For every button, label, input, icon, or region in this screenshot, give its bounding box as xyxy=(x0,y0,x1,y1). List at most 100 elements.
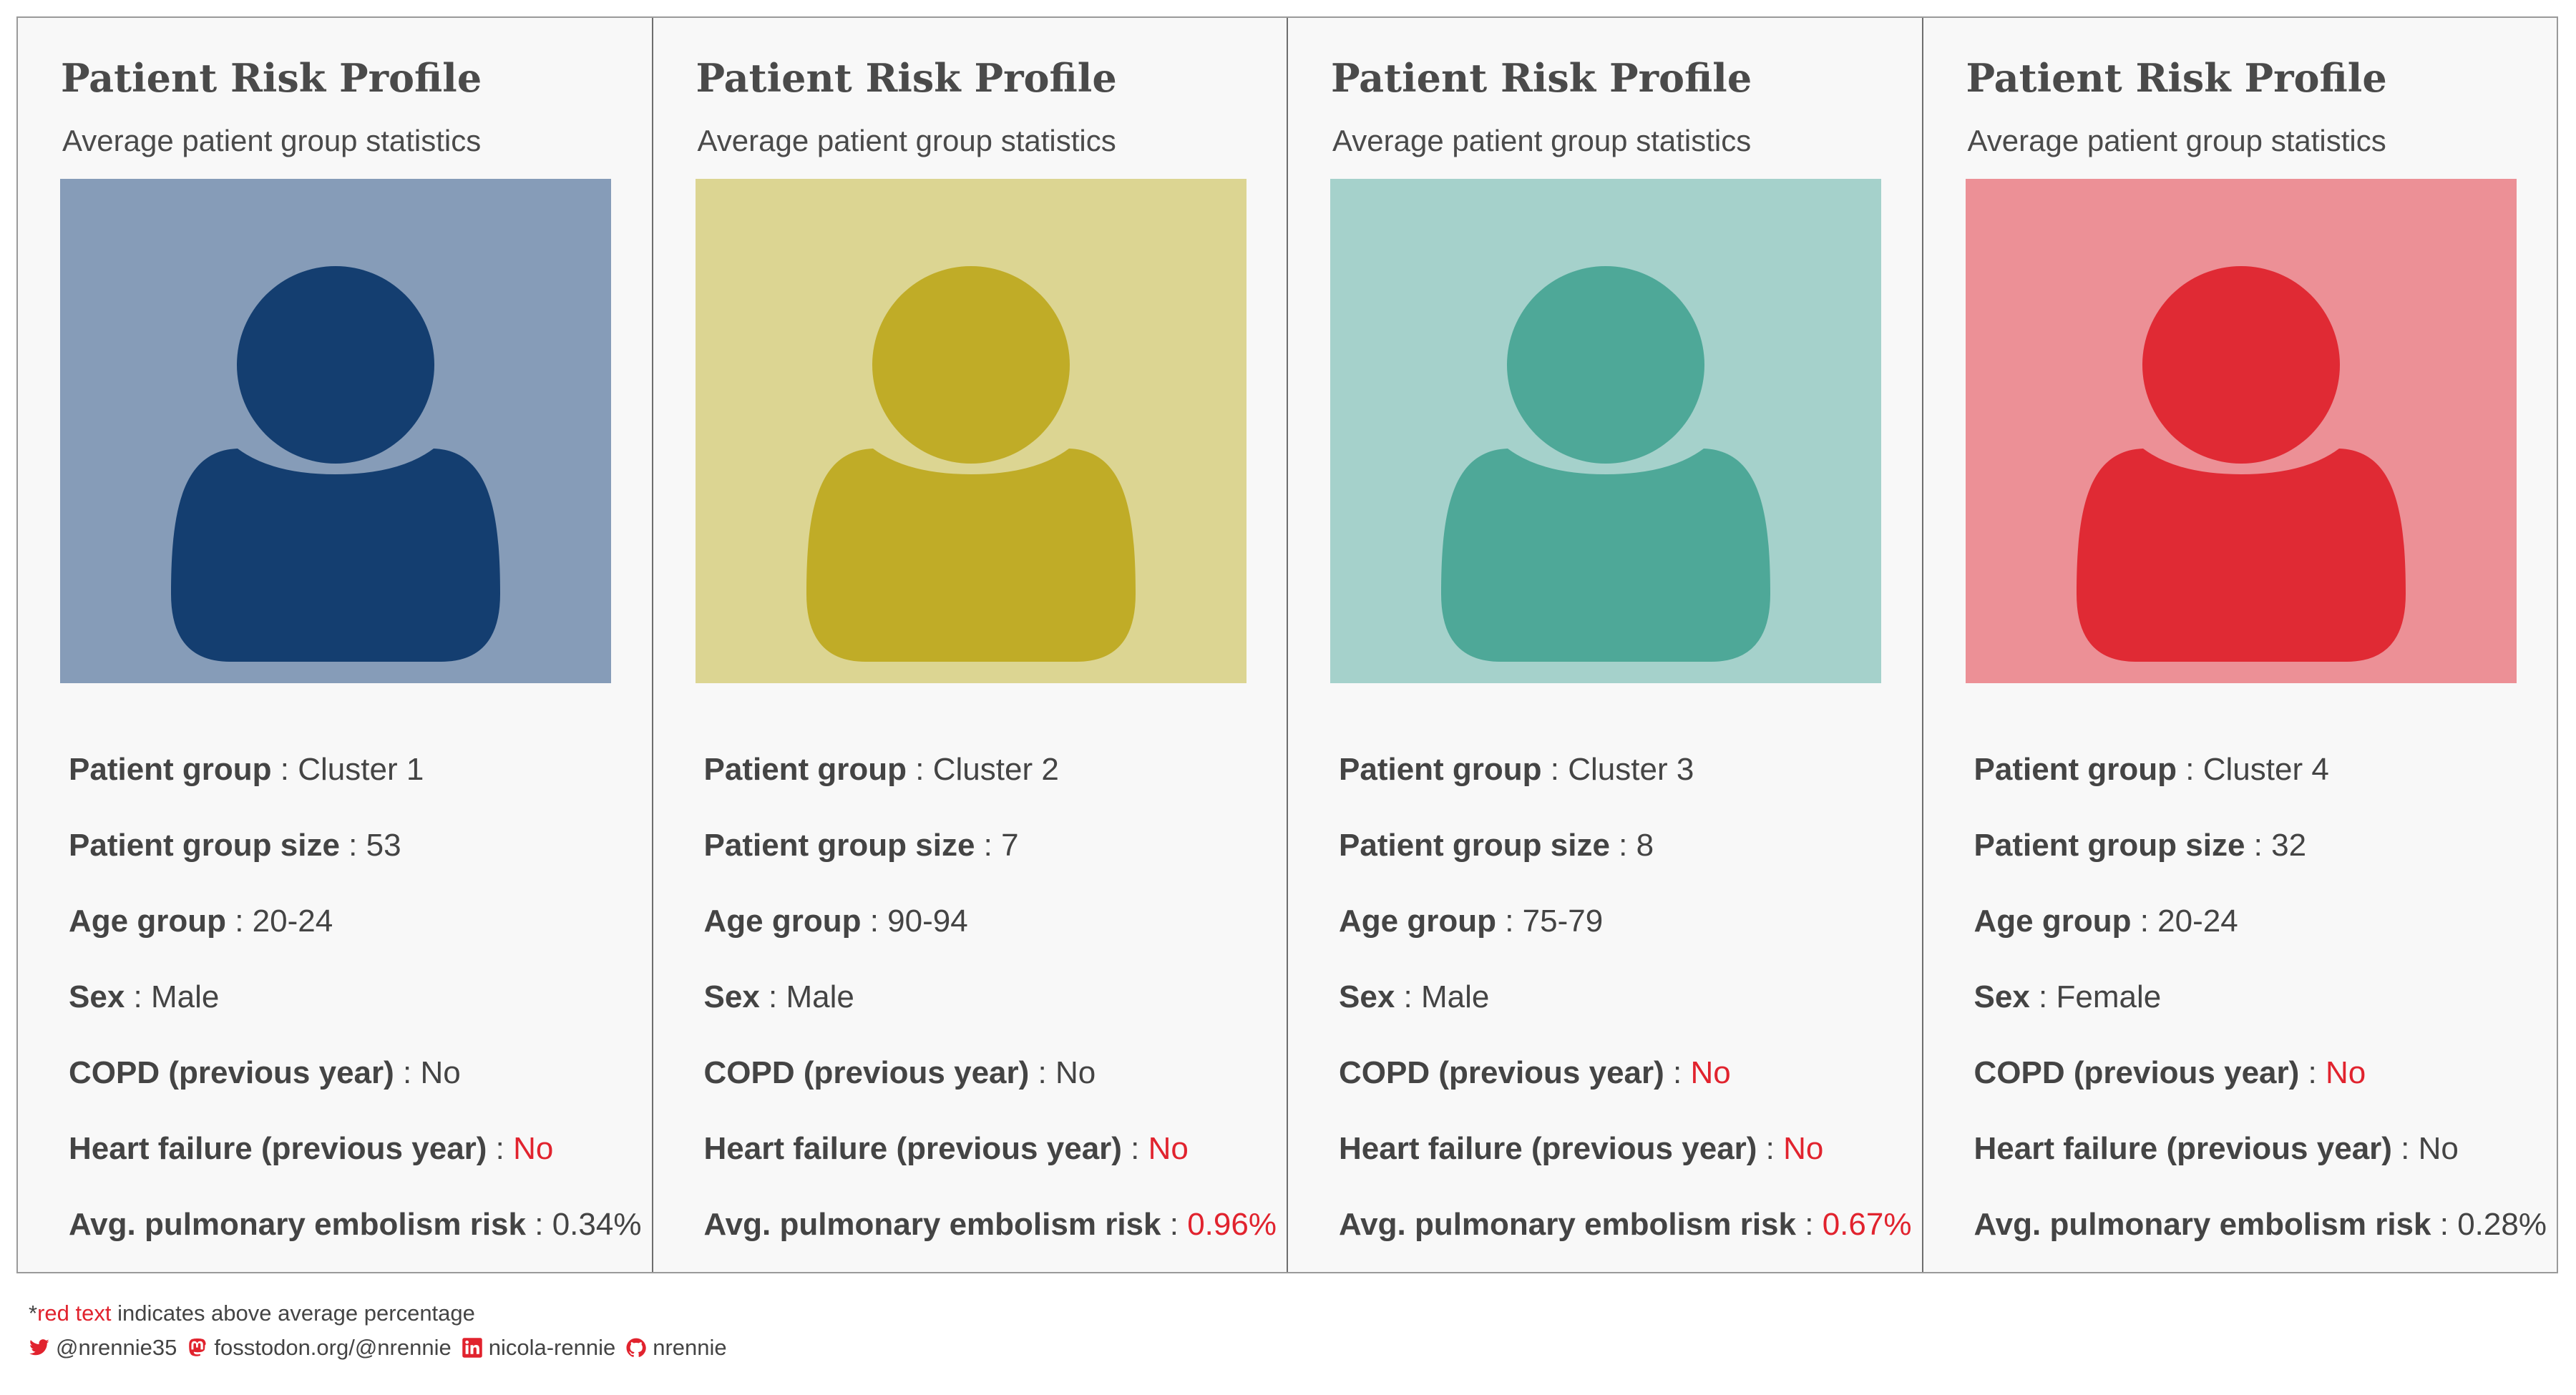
stat-heart-failure: Heart failure (previous year) : No xyxy=(1339,1124,1911,1200)
stat-label: Patient group size xyxy=(703,828,975,863)
card-title: Patient Risk Profile xyxy=(61,55,482,101)
social-mastodon[interactable]: fosstodon.org/@nrennie xyxy=(187,1335,452,1361)
avatar-panel xyxy=(1330,179,1881,683)
stat-value: No xyxy=(2326,1055,2366,1090)
stat-patient-group: Patient group : Cluster 1 xyxy=(69,745,641,821)
stat-patient-group: Patient group : Cluster 4 xyxy=(1974,745,2547,821)
avatar-panel xyxy=(695,179,1246,683)
stat-separator: : xyxy=(526,1207,552,1242)
stat-separator: : xyxy=(125,979,151,1014)
stat-patient-group-size: Patient group size : 8 xyxy=(1339,821,1911,896)
stat-value: No xyxy=(2418,1131,2459,1166)
social-linkedin[interactable]: nicola-rennie xyxy=(462,1335,616,1361)
stat-value: 0.67% xyxy=(1822,1207,1912,1242)
stat-separator: : xyxy=(2131,904,2158,939)
stat-value: 32 xyxy=(2271,828,2307,863)
avatar-panel xyxy=(60,179,611,683)
person-icon xyxy=(695,179,1246,683)
stat-separator: : xyxy=(1121,1131,1148,1166)
stat-label: Patient group xyxy=(69,752,272,787)
person-icon xyxy=(1965,179,2517,683)
stat-label: COPD (previous year) xyxy=(703,1055,1030,1090)
stat-label: Age group xyxy=(703,904,862,939)
stat-value: Male xyxy=(1420,979,1490,1014)
stat-label: COPD (previous year) xyxy=(69,1055,394,1090)
stat-value: 0.96% xyxy=(1187,1207,1277,1242)
stat-heart-failure: Heart failure (previous year) : No xyxy=(1974,1124,2547,1200)
stat-label: Avg. pulmonary embolism risk xyxy=(1974,1207,2431,1242)
stat-separator: : xyxy=(975,828,1002,863)
stat-sex: Sex : Male xyxy=(1339,972,1911,1048)
stat-separator: : xyxy=(1757,1131,1784,1166)
stat-label: Avg. pulmonary embolism risk xyxy=(703,1207,1161,1242)
stat-separator: : xyxy=(271,752,298,787)
stat-heart-failure: Heart failure (previous year) : No xyxy=(69,1124,641,1200)
stat-value: Cluster 2 xyxy=(932,752,1059,787)
social-twitter-label: @nrennie35 xyxy=(56,1335,177,1360)
social-linkedin-label: nicola-rennie xyxy=(488,1335,616,1360)
stat-value: No xyxy=(1783,1131,1824,1166)
social-twitter[interactable]: @nrennie35 xyxy=(29,1335,177,1361)
stat-label: Age group xyxy=(1339,904,1496,939)
stat-value: No xyxy=(1055,1055,1096,1090)
stat-separator: : xyxy=(1496,904,1523,939)
stat-separator: : xyxy=(1609,828,1636,863)
profile-card-cluster-4: Patient Risk Profile Average patient gro… xyxy=(1923,18,2557,1272)
stat-value: 90-94 xyxy=(887,904,968,939)
social-mastodon-label: fosstodon.org/@nrennie xyxy=(214,1335,452,1360)
stat-label: Sex xyxy=(1339,979,1395,1014)
stats-list: Patient group : Cluster 2 Patient group … xyxy=(704,745,1277,1276)
avatar-panel xyxy=(1965,179,2517,683)
github-icon xyxy=(626,1338,646,1357)
stat-separator: : xyxy=(861,904,888,939)
stat-age-group: Age group : 20-24 xyxy=(69,896,641,972)
person-icon xyxy=(60,179,611,683)
stat-label: Patient group xyxy=(1974,752,2177,787)
stat-patient-group-size: Patient group size : 53 xyxy=(69,821,641,896)
profile-cards: Patient Risk Profile Average patient gro… xyxy=(16,16,2558,1273)
stat-separator: : xyxy=(1796,1207,1823,1242)
twitter-icon xyxy=(29,1339,49,1356)
stat-label: Heart failure (previous year) xyxy=(703,1131,1122,1166)
stat-value: 75-79 xyxy=(1522,904,1604,939)
stat-age-group: Age group : 20-24 xyxy=(1974,896,2547,972)
stat-label: Patient group xyxy=(703,752,907,787)
stat-pe-risk: Avg. pulmonary embolism risk : 0.34% xyxy=(69,1200,641,1276)
stat-age-group: Age group : 75-79 xyxy=(1339,896,1911,972)
stat-separator: : xyxy=(2029,979,2057,1014)
social-github[interactable]: nrennie xyxy=(625,1335,727,1361)
stat-value: 7 xyxy=(1001,828,1019,863)
card-subtitle: Average patient group statistics xyxy=(62,124,482,157)
stat-value: 20-24 xyxy=(252,904,333,939)
stat-copd: COPD (previous year) : No xyxy=(1974,1048,2547,1124)
stats-list: Patient group : Cluster 3 Patient group … xyxy=(1339,745,1911,1276)
stat-sex: Sex : Male xyxy=(704,972,1277,1048)
stat-label: Heart failure (previous year) xyxy=(69,1131,487,1166)
stat-label: COPD (previous year) xyxy=(1974,1055,2300,1090)
card-title: Patient Risk Profile xyxy=(1966,55,2387,101)
stat-separator: : xyxy=(2177,752,2203,787)
stats-list: Patient group : Cluster 1 Patient group … xyxy=(69,745,641,1276)
stat-separator: : xyxy=(1664,1055,1691,1090)
stat-patient-group: Patient group : Cluster 3 xyxy=(1339,745,1911,821)
stat-value: Cluster 4 xyxy=(2202,752,2329,787)
card-subtitle: Average patient group statistics xyxy=(1967,124,2386,157)
stat-patient-group-size: Patient group size : 32 xyxy=(1974,821,2547,896)
stat-label: Heart failure (previous year) xyxy=(1974,1131,2392,1166)
stat-label: COPD (previous year) xyxy=(1339,1055,1664,1090)
stat-copd: COPD (previous year) : No xyxy=(704,1048,1277,1124)
card-title: Patient Risk Profile xyxy=(1331,55,1752,101)
stat-separator: : xyxy=(1029,1055,1055,1090)
stat-label: Sex xyxy=(703,979,760,1014)
stat-separator: : xyxy=(339,828,366,863)
stat-copd: COPD (previous year) : No xyxy=(69,1048,641,1124)
footnote: *red text indicates above average percen… xyxy=(29,1301,475,1326)
stat-value: No xyxy=(1690,1055,1731,1090)
stat-separator: : xyxy=(1541,752,1568,787)
stat-label: Sex xyxy=(1974,979,2030,1014)
stats-list: Patient group : Cluster 4 Patient group … xyxy=(1974,745,2547,1276)
card-subtitle: Average patient group statistics xyxy=(697,124,1116,157)
stat-copd: COPD (previous year) : No xyxy=(1339,1048,1911,1124)
footnote-red-text: red text xyxy=(37,1301,112,1326)
stat-label: Age group xyxy=(1974,904,2132,939)
